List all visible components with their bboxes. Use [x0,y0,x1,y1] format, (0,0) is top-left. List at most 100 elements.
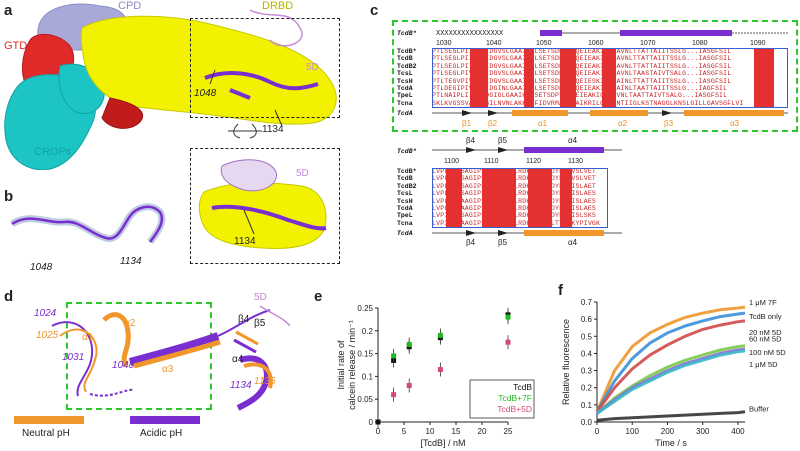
tick-1070: 1070 [640,40,656,47]
panel-c-green-box [392,20,798,132]
panel-d-label: d [4,288,14,305]
panel-a-structure [4,3,337,170]
seq-row: PTLNAIPLIITTVDGIGLGAAIKELSETSDPLLRQEIEAK… [432,92,728,100]
tcda-label-bottom: TcdA [397,230,413,237]
panel-c-label: c [370,2,379,19]
d-alpha2: α2 [124,318,136,329]
e-legend-1: TcdB+7F [498,393,532,403]
seq-row: SKLKVGSSVAVIDGILNVNLAKKIDFIDVRMAMLHAIKRI… [432,99,744,107]
species-row: TcdB2 [397,62,417,70]
tick-1040: 1040 [486,40,502,47]
species-row: TcsH [397,77,413,85]
f-series-label-1: TcdB only [749,312,782,321]
f-line-buffer [596,410,746,422]
d-5d: 5D [254,292,267,303]
f-ytick-label: 0.4 [581,349,593,358]
f-line-1m7f [595,305,746,413]
e-ytick-label: 0.2 [362,327,374,336]
ss-bb-beta5: β5 [498,238,508,247]
panel-a-zoom-box-bottom [190,148,340,264]
ss-b-beta5: β5 [498,136,508,145]
species-row: TcdB [397,55,413,63]
gtd-label: GTD [4,40,28,52]
legend-acidic-label: Acidic pH [140,428,183,439]
d-1024: 1024 [34,308,57,319]
tick-1100: 1100 [444,158,460,165]
e-xtick-label: 5 [402,427,407,436]
f-xtick-label: 0 [595,427,600,436]
e-ytick-label: 0.1 [362,372,374,381]
tcdb-star-label-top: TcdB* [397,30,417,37]
ss-b-alpha4: α4 [568,136,578,145]
tick-1080: 1080 [692,40,708,47]
panel-e-chart: 0 0.05 0.1 0.15 0.2 0.25 0 5 10 15 20 25 [TcdB] / nM… [336,304,535,448]
f-xtick-label: 100 [626,427,640,436]
ss-alpha2: α2 [618,119,628,128]
f-ylabel: Relative fluorescence [561,319,571,405]
e-legend-2: TcdB+5D [497,404,532,414]
ss-beta2: β2 [488,119,498,128]
f-xlabel: Time / s [655,438,687,448]
species-row: TcsL [397,70,413,78]
tcdb-star-label-bottom: TcdB* [397,148,417,155]
seq-row: PTLSEGLPIIATIIDGVSLGAAIKELSETSDPLLRQEIEA… [432,48,732,55]
panel-a-zoom-structure [198,159,327,249]
panel-b-1048: 1048 [30,262,53,273]
f-series-label-3: 60 nM 5D [749,335,782,344]
residue-1134-label: 1134 [262,124,284,135]
cpd-label: CPD [118,0,142,12]
panel-d-green-box [66,302,212,410]
d-alpha3: α3 [162,364,174,375]
tick-1120: 1120 [526,158,542,165]
e-legend-box [469,379,535,419]
f-ytick-label: 0.2 [581,384,593,393]
f-ytick-label: 0.0 [581,418,593,427]
species-row: Tcna [397,99,413,107]
e-point-tcdb5d [391,392,397,398]
species-row: TpeL [397,92,413,100]
seq-row: PTLDEGIPIVSTIIDGINLGAAIKELSETSDPLLRQEIEA… [432,85,728,93]
f-ytick-label: 0.1 [581,401,593,410]
e-xtick-label: 15 [452,427,461,436]
e-legend-0: TcdB [513,382,532,392]
d-1135: 1135 [254,376,276,387]
5d-label-top: 5D [306,62,319,73]
legend-acidic-swatch [130,416,200,424]
e-point-tcdb5d [437,367,443,373]
alignment-bottom: LVPLAGISAGIPSLVNNELVLRDKATKVVDYFKHVSLVET… [432,168,608,228]
f-ytick-label: 0.6 [581,315,593,324]
seq-row: PTLSEGLPIIATIIDGVSLGAAIKELSETSDPLLRQEIEA… [432,55,732,63]
e-point-tcdb7f [505,314,511,320]
f-series-label-5: 1 μM 5D [749,360,778,369]
f-series-label-2: 20 nM 5D [749,328,782,337]
species-row: TcdB* [397,48,417,55]
ss-tcda-bottom [432,230,622,236]
f-ytick-label: 0.3 [581,367,593,376]
ss-top-bars [540,30,788,36]
panel-e-label: e [314,288,323,305]
d-beta4: β4 [238,314,250,325]
ss-bb-alpha4: α4 [568,238,578,247]
crops-label: CROPs [34,146,72,158]
species-row: TcdB2 [397,182,417,190]
e-ytick-label: 0.05 [357,395,373,404]
e-xlabel: [TcdB] / nM [420,438,465,448]
panel-f-label: f [558,282,563,299]
d-alpha1: α1 [82,332,94,343]
f-xtick-label: 400 [731,427,745,436]
f-line-tcdbonly [595,311,746,413]
tick-1110: 1110 [484,158,499,165]
e-ylabel: Initial rate ofcalcein release / min⁻¹ [336,320,357,410]
ss-bb-beta4: β4 [466,238,476,247]
legend-neutral-label: Neutral pH [22,428,70,439]
species-list-bottom: TcdB* TcdB TcdB2 TcsL TcsH TcdA TpeL Tcn… [397,168,417,227]
f-line-20nm5d [595,319,746,413]
e-point-tcdb5d [406,383,412,389]
e-point-tcdb5d [505,339,511,345]
alignment-top: PTLSEGLPIIATIIDGVSLGAAIKELSETSDPLLRQEIEA… [432,48,788,108]
d-1134: 1134 [230,380,252,391]
species-row: TcdB [397,175,413,183]
species-row: TcsL [397,190,413,198]
ss-alpha1: α1 [538,119,548,128]
panel-d-ribbon [51,305,290,411]
